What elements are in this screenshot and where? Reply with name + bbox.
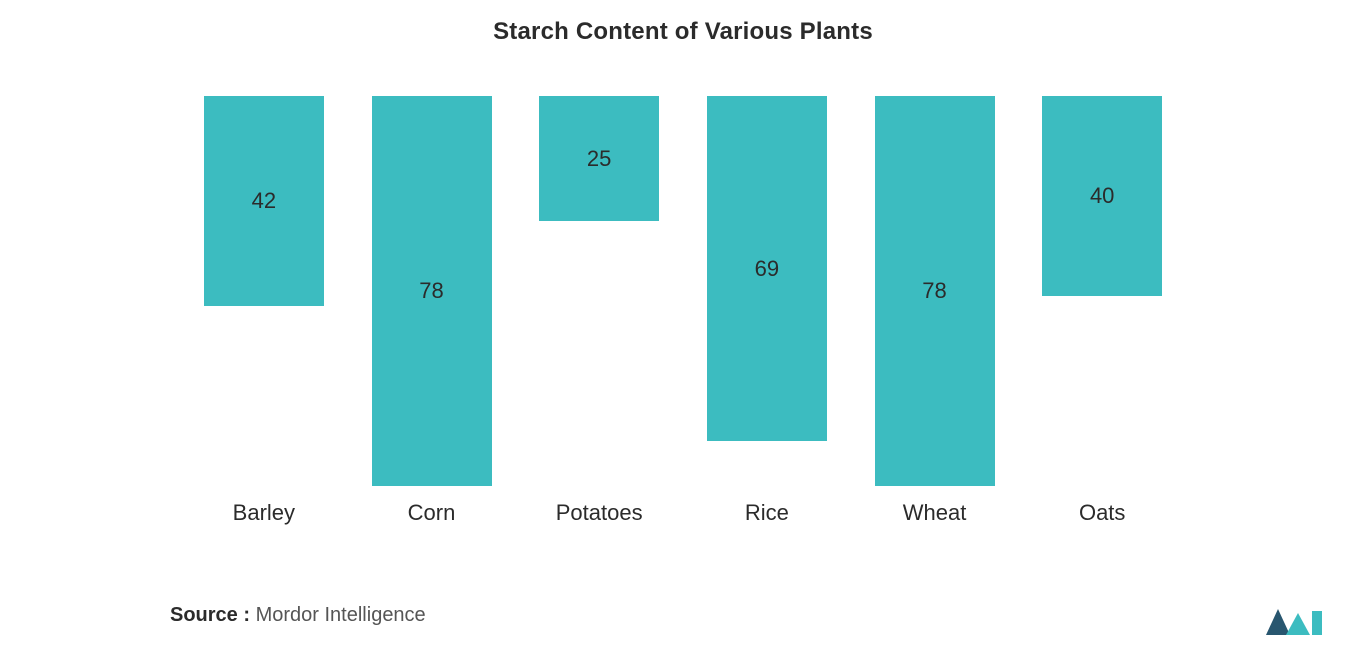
bar-oats: 40 (1042, 96, 1162, 296)
x-label: Rice (703, 500, 831, 526)
bar-value: 78 (419, 280, 443, 302)
logo-shape-3 (1312, 611, 1322, 635)
chart-title: Starch Content of Various Plants (170, 18, 1196, 46)
bar-wheat: 78 (875, 96, 995, 486)
bar-barley: 42 (204, 96, 324, 306)
bar-value: 25 (587, 148, 611, 170)
source-line: Source : Mordor Intelligence (170, 604, 426, 627)
x-label: Barley (200, 500, 328, 526)
x-label: Wheat (871, 500, 999, 526)
bar-corn: 78 (372, 96, 492, 486)
x-label: Potatoes (535, 500, 663, 526)
bar-slot: 42 (200, 96, 328, 486)
logo-shape-2 (1286, 613, 1310, 635)
bar-rice: 69 (707, 96, 827, 441)
source-name: Mordor Intelligence (256, 604, 426, 626)
plot-area: 42 78 25 69 78 40 (170, 96, 1196, 486)
bar-slot: 78 (368, 96, 496, 486)
bar-slot: 78 (871, 96, 999, 486)
bar-value: 78 (922, 280, 946, 302)
bar-value: 69 (755, 258, 779, 280)
chart-container: Starch Content of Various Plants 42 78 2… (0, 0, 1366, 655)
mordor-logo-icon (1262, 601, 1326, 637)
bar-value: 42 (252, 190, 276, 212)
x-label: Oats (1038, 500, 1166, 526)
bar-slot: 69 (703, 96, 831, 486)
bar-potatoes: 25 (539, 96, 659, 221)
x-axis: Barley Corn Potatoes Rice Wheat Oats (170, 500, 1196, 526)
source-label: Source : (170, 604, 250, 626)
bar-value: 40 (1090, 185, 1114, 207)
bar-slot: 25 (535, 96, 663, 486)
bar-slot: 40 (1038, 96, 1166, 486)
x-label: Corn (368, 500, 496, 526)
logo-shape-1 (1266, 609, 1290, 635)
